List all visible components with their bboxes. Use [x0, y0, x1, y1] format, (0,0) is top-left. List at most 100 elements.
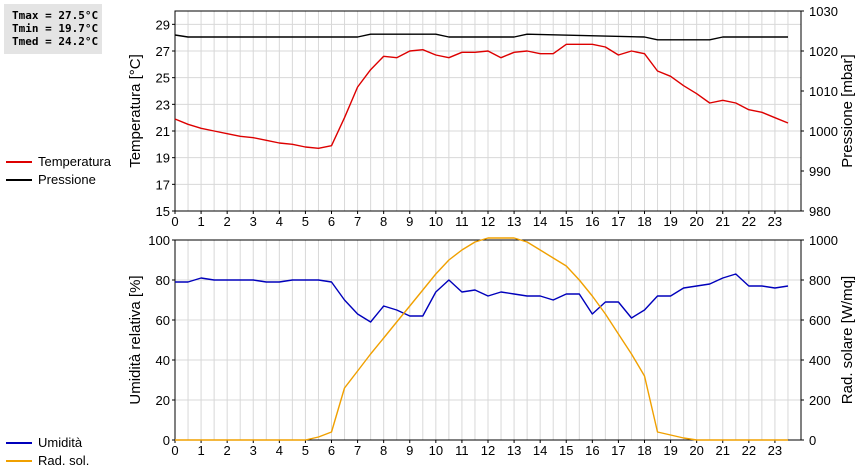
x-tick-label: 8 [380, 214, 387, 229]
y-right-tick-label: 600 [809, 313, 831, 328]
y-right-tick-label: 1030 [809, 4, 838, 19]
tmax-text: Tmax = 27.5°C [12, 9, 99, 22]
y-left-tick-label: 100 [148, 233, 170, 248]
weather-charts: 0 1 2 3 4 5 6 7 8 9 10 11 12 13 14 15 16 17 18 19 20 21 22 2315… [127, 4, 856, 458]
x-tick-label: 19 [663, 214, 677, 229]
x-tick-label: 2 [224, 214, 231, 229]
legend-swatch-umidita [6, 442, 32, 444]
y-left-tick-label: 15 [156, 204, 170, 219]
y-left-tick-label: 21 [156, 124, 170, 139]
y-right-axis-title: Pressione [mbar] [839, 54, 856, 167]
stats-box: Tmax = 27.5°C Tmin = 19.7°C Tmed = 24.2°… [4, 4, 102, 54]
x-tick-label: 1 [197, 443, 204, 458]
x-tick-label: 12 [481, 443, 495, 458]
x-tick-label: 17 [611, 443, 625, 458]
tmed-text: Tmed = 24.2°C [12, 35, 99, 48]
x-tick-label: 10 [429, 214, 443, 229]
y-left-tick-label: 19 [156, 151, 170, 166]
x-tick-label: 7 [354, 443, 361, 458]
x-tick-label: 12 [481, 214, 495, 229]
y-right-tick-label: 400 [809, 353, 831, 368]
x-tick-label: 0 [171, 214, 178, 229]
y-left-tick-label: 80 [156, 273, 170, 288]
legend-swatch-temperatura [6, 161, 32, 163]
x-tick-label: 16 [585, 443, 599, 458]
x-tick-label: 11 [455, 214, 469, 229]
x-tick-label: 6 [328, 214, 335, 229]
x-tick-label: 23 [768, 214, 782, 229]
y-right-tick-label: 200 [809, 393, 831, 408]
series-line-umidit [175, 273, 789, 323]
y-left-tick-label: 27 [156, 44, 170, 59]
chart-panel-2: 0 1 2 3 4 5 6 7 8 9 10 11 12 13 14 15 16 17 18 19 20 21 22 2302… [127, 233, 856, 458]
x-tick-label: 9 [406, 443, 413, 458]
x-tick-label: 7 [354, 214, 361, 229]
x-tick-label: 21 [716, 214, 730, 229]
x-tick-label: 5 [302, 443, 309, 458]
y-left-tick-label: 0 [163, 433, 170, 448]
legend-label-pressione: Pressione [38, 172, 96, 187]
y-left-tick-label: 40 [156, 353, 170, 368]
legend-item-umidita: Umidità [6, 434, 89, 452]
x-tick-label: 20 [689, 214, 703, 229]
x-tick-label: 14 [533, 214, 547, 229]
tmin-text: Tmin = 19.7°C [12, 22, 99, 35]
y-right-tick-label: 990 [809, 164, 831, 179]
y-left-axis-title: Temperatura [°C] [127, 54, 144, 168]
legend-item-pressione: Pressione [6, 171, 111, 189]
x-tick-label: 17 [611, 214, 625, 229]
x-tick-label: 8 [380, 443, 387, 458]
series-line-rad-sol [175, 237, 788, 441]
x-tick-label: 13 [507, 443, 521, 458]
x-tick-label: 10 [429, 443, 443, 458]
x-tick-label: 11 [455, 443, 469, 458]
x-tick-label: 21 [716, 443, 730, 458]
y-right-tick-label: 1020 [809, 44, 838, 59]
legend-swatch-rad-sol [6, 460, 32, 462]
y-right-tick-label: 1010 [809, 84, 838, 99]
x-tick-label: 14 [533, 443, 547, 458]
x-tick-label: 22 [742, 443, 756, 458]
x-tick-label: 9 [406, 214, 413, 229]
x-tick-label: 20 [689, 443, 703, 458]
y-left-tick-label: 29 [156, 17, 170, 32]
x-tick-label: 22 [742, 214, 756, 229]
y-left-tick-label: 17 [156, 177, 170, 192]
y-right-tick-label: 0 [809, 433, 816, 448]
y-left-tick-label: 25 [156, 71, 170, 86]
x-tick-label: 6 [328, 443, 335, 458]
x-tick-label: 15 [559, 443, 573, 458]
y-right-tick-label: 1000 [809, 124, 838, 139]
x-tick-label: 4 [276, 443, 283, 458]
legend-swatch-pressione [6, 179, 32, 181]
x-tick-label: 3 [250, 214, 257, 229]
legend-top: Temperatura Pressione [6, 153, 111, 189]
x-tick-label: 0 [171, 443, 178, 458]
legend-item-temperatura: Temperatura [6, 153, 111, 171]
series-line-temperatura [174, 43, 789, 150]
x-tick-label: 18 [637, 214, 651, 229]
x-tick-label: 3 [250, 443, 257, 458]
legend-label-umidita: Umidità [38, 435, 83, 450]
y-right-tick-label: 800 [809, 273, 831, 288]
x-tick-label: 13 [507, 214, 521, 229]
x-tick-label: 4 [276, 214, 283, 229]
y-left-tick-label: 20 [156, 393, 170, 408]
x-tick-label: 5 [302, 214, 309, 229]
y-right-tick-label: 980 [809, 204, 831, 219]
y-right-tick-label: 1000 [809, 233, 838, 248]
x-tick-label: 16 [585, 214, 599, 229]
x-tick-label: 1 [197, 214, 204, 229]
legend-label-temperatura: Temperatura [38, 154, 111, 169]
y-left-axis-title: Umidità relativa [%] [127, 275, 144, 404]
x-tick-label: 15 [559, 214, 573, 229]
x-tick-label: 23 [768, 443, 782, 458]
x-tick-label: 2 [224, 443, 231, 458]
y-right-axis-title: Rad. solare [W/mq] [839, 276, 856, 404]
chart-panel-1: 0 1 2 3 4 5 6 7 8 9 10 11 12 13 14 15 16 17 18 19 20 21 22 2315… [127, 4, 856, 229]
series-line-pressione [174, 33, 788, 41]
y-left-tick-label: 60 [156, 313, 170, 328]
x-tick-label: 19 [663, 443, 677, 458]
x-tick-label: 18 [637, 443, 651, 458]
y-left-tick-label: 23 [156, 97, 170, 112]
